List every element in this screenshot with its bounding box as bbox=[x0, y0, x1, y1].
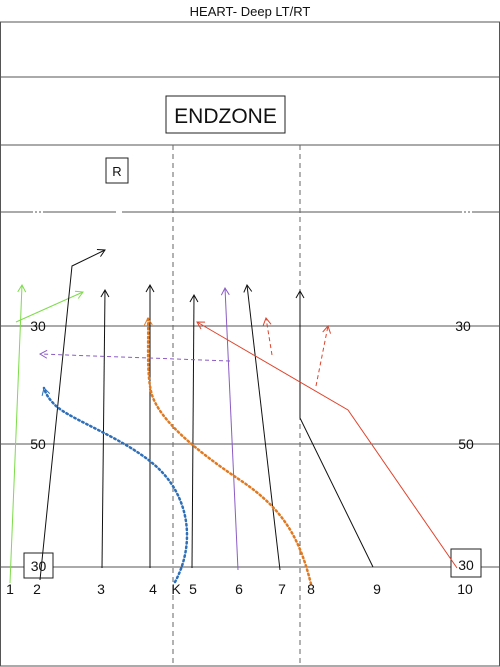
player-label-6: 6 bbox=[235, 581, 243, 597]
route-player-7 bbox=[243, 283, 281, 571]
player-label-2: 2 bbox=[33, 581, 41, 597]
endzone-box bbox=[165, 95, 286, 134]
yard-number-right-30-top: 30 bbox=[455, 318, 471, 334]
yard-box-right-30-bottom bbox=[450, 548, 482, 578]
route-player-8 bbox=[143, 316, 313, 586]
endzone-label: ENDZONE bbox=[174, 105, 277, 128]
player-label-10: 10 bbox=[457, 581, 473, 597]
route-player-3 bbox=[100, 288, 110, 569]
route-player-6 bbox=[220, 286, 239, 571]
player-label-4: 4 bbox=[149, 581, 157, 597]
route-player-9 bbox=[295, 289, 374, 568]
route-player-1-branch bbox=[15, 290, 84, 323]
marker-r-box bbox=[105, 157, 129, 184]
play-title: HEART- Deep LT/RT bbox=[189, 4, 311, 19]
yard-box-left-30-bottom bbox=[23, 552, 54, 579]
route-player-2 bbox=[39, 248, 106, 581]
marker-r-label: R bbox=[112, 164, 121, 179]
player-label-5: 5 bbox=[189, 581, 197, 597]
route-player-1 bbox=[9, 283, 27, 584]
route-player-6-dashed bbox=[38, 349, 231, 362]
yard-number-left-30-top: 30 bbox=[30, 318, 46, 334]
route-kicker bbox=[41, 386, 189, 584]
yard-number-right-30-bottom: 30 bbox=[458, 557, 474, 573]
yard-number-left-30-bottom: 30 bbox=[31, 558, 47, 574]
route-player-10 bbox=[196, 321, 458, 569]
player-label-7: 7 bbox=[278, 581, 286, 597]
route-player-10-dashed-2 bbox=[315, 325, 332, 387]
player-label-k: K bbox=[171, 581, 181, 597]
yard-number-right-50: 50 bbox=[458, 436, 474, 452]
player-label-1: 1 bbox=[6, 581, 14, 597]
yard-number-left-50: 50 bbox=[30, 436, 46, 452]
player-label-9: 9 bbox=[373, 581, 381, 597]
player-label-3: 3 bbox=[97, 581, 105, 597]
route-player-10-dashed-1 bbox=[262, 317, 273, 356]
player-label-8: 8 bbox=[307, 581, 315, 597]
route-player-5 bbox=[189, 293, 199, 569]
